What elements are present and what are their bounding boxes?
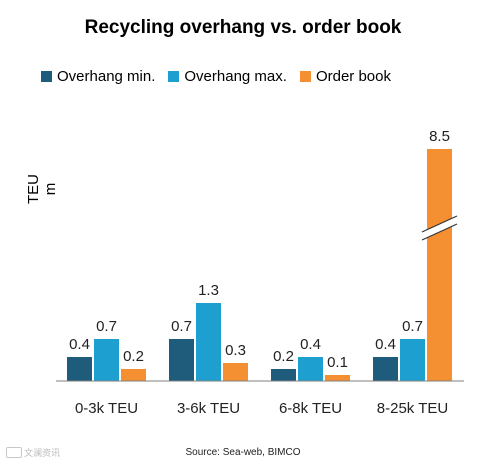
axis-break-line-upper xyxy=(421,215,458,233)
data-label-overhang-max-3-6k-teu: 1.3 xyxy=(198,282,219,299)
axis-break-line-lower xyxy=(421,223,458,241)
bar-overhang-max-3-6k-teu xyxy=(196,303,221,381)
data-label-overhang-min-8-25k-teu: 0.4 xyxy=(375,336,396,353)
watermark: 文澜资讯 xyxy=(6,446,60,459)
axis-break-gap xyxy=(422,216,457,240)
data-label-overhang-max-8-25k-teu: 0.7 xyxy=(402,318,423,335)
watermark-text: 文澜资讯 xyxy=(24,448,61,458)
watermark-logo-icon xyxy=(6,447,22,458)
x-tick-label-0-3k-teu: 0-3k TEU xyxy=(75,400,138,417)
legend-item-overhang-min: Overhang min. xyxy=(41,68,155,85)
legend-label-overhang-max: Overhang max. xyxy=(184,68,287,85)
data-label-order-book-8-25k-teu: 8.5 xyxy=(429,128,450,145)
legend-item-overhang-max: Overhang max. xyxy=(168,68,287,85)
x-tick-label-3-6k-teu: 3-6k TEU xyxy=(177,400,240,417)
data-label-order-book-0-3k-teu: 0.2 xyxy=(123,348,144,365)
x-tick-label-8-25k-teu: 8-25k TEU xyxy=(377,400,448,417)
bar-overhang-max-8-25k-teu xyxy=(400,339,425,381)
data-label-overhang-max-6-8k-teu: 0.4 xyxy=(300,336,321,353)
data-label-overhang-max-0-3k-teu: 0.7 xyxy=(96,318,117,335)
bar-overhang-min-3-6k-teu xyxy=(169,339,194,381)
data-label-order-book-3-6k-teu: 0.3 xyxy=(225,342,246,359)
bar-order-book-8-25k-teu xyxy=(427,149,452,381)
data-label-overhang-min-3-6k-teu: 0.7 xyxy=(171,318,192,335)
bar-overhang-min-6-8k-teu xyxy=(271,369,296,381)
bar-order-book-3-6k-teu xyxy=(223,363,248,381)
legend-swatch-order-book xyxy=(299,71,311,82)
data-label-order-book-6-8k-teu: 0.1 xyxy=(327,354,348,371)
legend: Overhang min. Overhang max. Order book xyxy=(41,68,404,85)
data-label-overhang-min-6-8k-teu: 0.2 xyxy=(273,348,294,365)
source-note: Source: Sea-web, BIMCO xyxy=(185,447,301,458)
legend-label-order-book: Order book xyxy=(315,68,391,85)
bar-chart: 0.4 0.7 0.2 0-3k TEU 0.7 1.3 0.3 3-6k TEU 0.2 0.4… xyxy=(56,128,464,417)
bar-overhang-min-8-25k-teu xyxy=(373,357,398,381)
data-label-overhang-min-0-3k-teu: 0.4 xyxy=(69,336,90,353)
legend-item-order-book: Order book xyxy=(299,68,391,85)
bar-overhang-max-6-8k-teu xyxy=(298,357,323,381)
chart-title: Recycling overhang vs. order book xyxy=(84,17,402,38)
bar-order-book-0-3k-teu xyxy=(121,369,146,381)
x-tick-label-6-8k-teu: 6-8k TEU xyxy=(279,400,342,417)
bar-overhang-min-0-3k-teu xyxy=(67,357,92,381)
legend-label-overhang-min: Overhang min. xyxy=(57,68,156,85)
legend-swatch-overhang-max xyxy=(168,71,180,82)
bar-overhang-max-0-3k-teu xyxy=(94,339,119,381)
legend-swatch-overhang-min xyxy=(41,71,52,82)
bar-order-book-6-8k-teu xyxy=(325,375,350,381)
